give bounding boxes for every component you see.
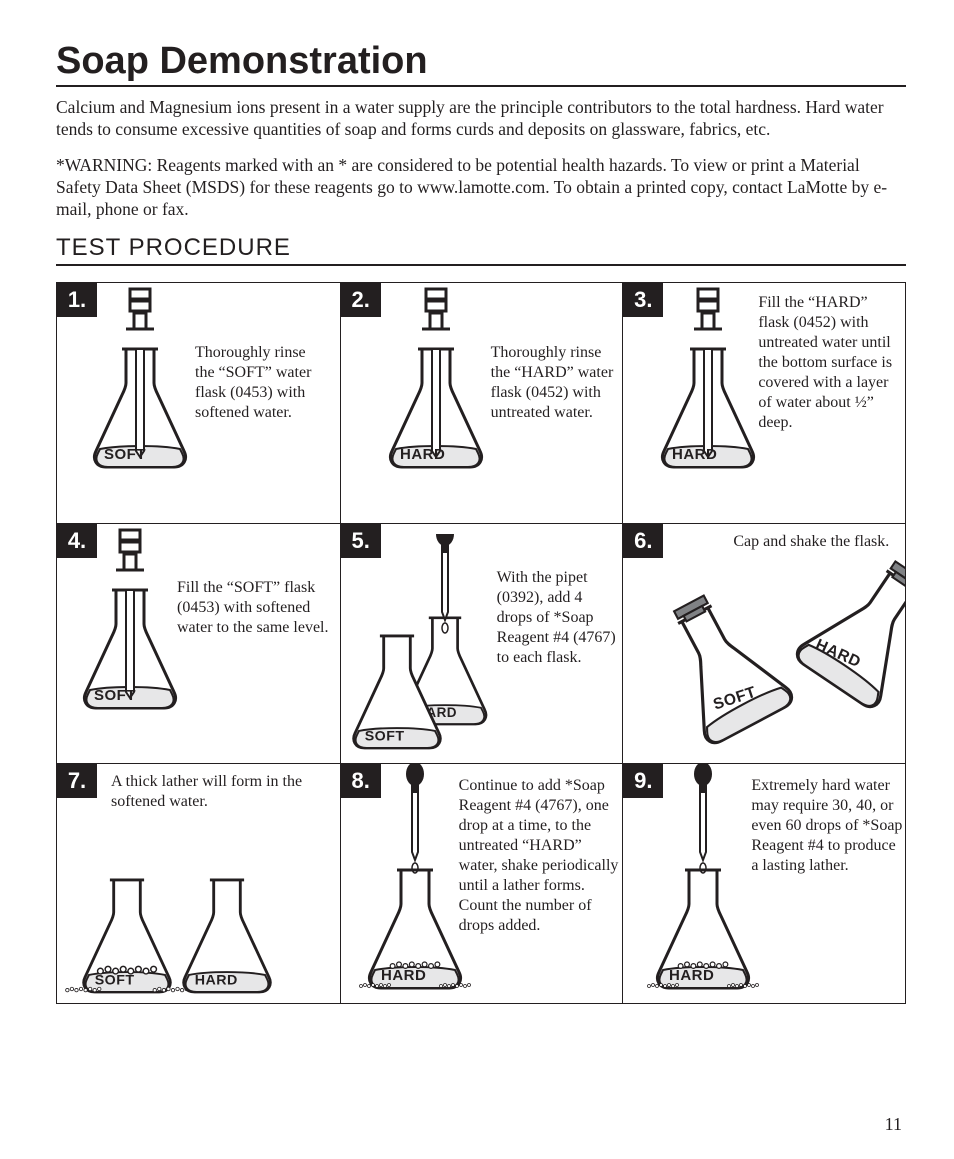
procedure-grid: 1. SOFT Thoroughly rinse the “SOFT” wate… [56,282,906,1004]
svg-text:HARD: HARD [672,446,717,463]
section-heading: TEST PROCEDURE [56,234,906,266]
step-text: Continue to add *Soap Reagent #4 (4767),… [459,776,619,936]
step-cell-4: 4. SOFT Fill the “SOFT” flask (0453) wit… [57,523,340,763]
flasks-pipet-icon: HARD SOFT [340,534,515,763]
step-text: Fill the “HARD” flask (0452) with untrea… [758,293,898,433]
intro-paragraph-1: Calcium and Magnesium ions present in a … [56,97,906,141]
step-text: A thick lather will form in the softened… [111,772,311,812]
step-cell-1: 1. SOFT Thoroughly rinse the “SOFT” wate… [57,283,340,523]
step-number: 6. [623,524,663,558]
step-text: Fill the “SOFT” flask (0453) with soften… [177,578,337,638]
step-cell-3: 3. HARD Fill the “HARD” flask (0452) wit… [622,283,905,523]
step-text: Thoroughly rinse the “SOFT” water flask … [195,343,325,423]
step-cell-5: 5. HARD SOFT With the pipet (0392), add … [340,523,623,763]
page-number: 11 [56,1114,906,1135]
svg-text:SOFT: SOFT [364,729,404,745]
step-cell-8: 8. HARD Continue to add *Soap Reagent #4… [340,763,623,1003]
flask-hard-icon: HARD [643,283,773,487]
step-text: Cap and shake the flask. [733,532,893,552]
flask-soft-icon: SOFT [75,283,205,487]
step-text: With the pipet (0392), add 4 drops of *S… [497,568,617,668]
svg-text:HARD: HARD [381,967,426,984]
step-number: 7. [57,764,97,798]
lather-flasks-icon: SOFT HARD [59,824,299,1003]
svg-text:HARD: HARD [669,967,714,984]
flask-hard-icon: HARD [371,283,501,487]
step-cell-7: 7. A thick lather will form in the softe… [57,763,340,1003]
flask-soft-icon: SOFT [65,523,195,728]
step-cell-2: 2. HARD Thoroughly rinse the “HARD” wate… [340,283,623,523]
svg-text:HARD: HARD [195,973,238,989]
svg-text:SOFT: SOFT [104,446,146,463]
step-text: Extremely hard water may require 30, 40,… [751,776,903,876]
step-cell-9: 9. HARD Extremely hard water may require… [622,763,905,1003]
step-text: Thoroughly rinse the “HARD” water flask … [491,343,621,423]
page-title: Soap Demonstration [56,40,906,87]
svg-text:SOFT: SOFT [95,973,135,989]
intro-paragraph-2: *WARNING: Reagents marked with an * are … [56,155,906,221]
shaking-flasks-icon: SOFT HARD [663,554,905,763]
step-cell-6: 6. SOFT HARD Cap and shake the flask. [622,523,905,763]
svg-text:SOFT: SOFT [94,687,136,704]
svg-text:HARD: HARD [400,446,445,463]
